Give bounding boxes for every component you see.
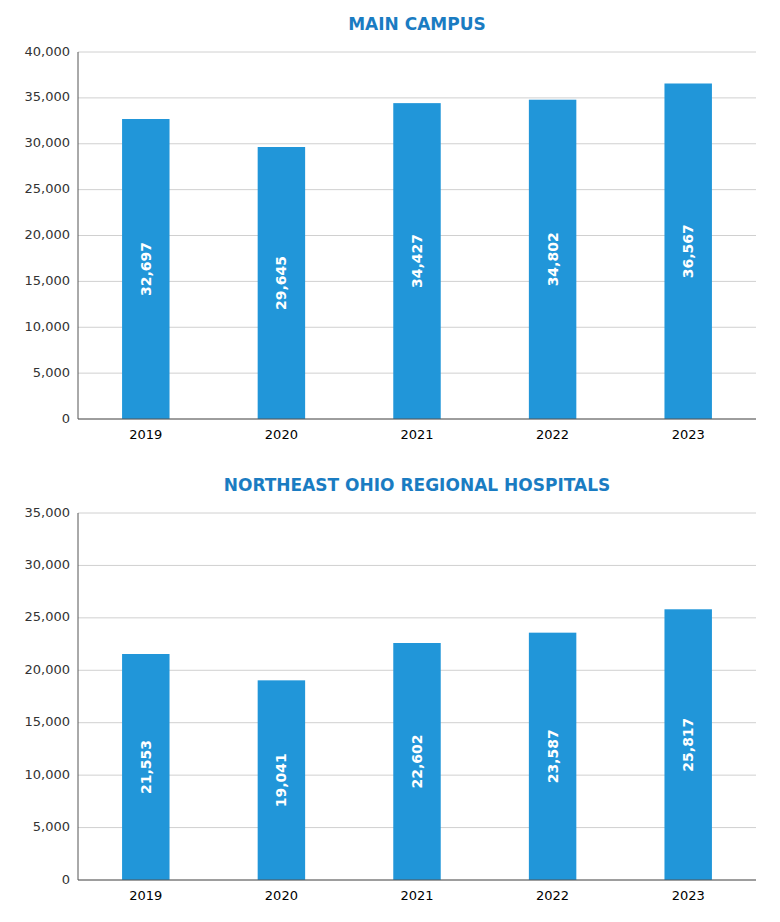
bar bbox=[258, 147, 305, 419]
x-tick-label: 2020 bbox=[265, 427, 298, 442]
bars bbox=[122, 609, 712, 880]
data-label: 21,553 bbox=[138, 740, 154, 794]
bar bbox=[393, 643, 440, 880]
x-axis-line bbox=[78, 880, 756, 881]
x-axis-line bbox=[78, 419, 756, 420]
data-label: 32,697 bbox=[138, 242, 154, 296]
y-tick-label: 25,000 bbox=[25, 609, 71, 624]
x-tick-label: 2023 bbox=[672, 888, 705, 903]
y-tick-label: 0 bbox=[62, 411, 70, 426]
y-tick-label: 5,000 bbox=[33, 365, 70, 380]
grid-line bbox=[78, 513, 756, 514]
grid-line bbox=[78, 97, 756, 98]
x-tick-label: 2021 bbox=[400, 427, 433, 442]
grid-line bbox=[78, 617, 756, 618]
data-label: 34,802 bbox=[545, 232, 561, 286]
y-tick-label: 15,000 bbox=[25, 714, 71, 729]
figure: MAIN CAMPUS 0 5,000 10,000 15,000 20,000 25,00… bbox=[0, 0, 780, 922]
grid-line bbox=[78, 52, 756, 53]
y-tick-label: 35,000 bbox=[25, 89, 71, 104]
y-tick-label: 15,000 bbox=[25, 273, 71, 288]
data-label: 23,587 bbox=[545, 729, 561, 783]
y-axis-line bbox=[78, 513, 79, 880]
bar bbox=[664, 83, 711, 419]
bar bbox=[393, 103, 440, 419]
y-tick-label: 30,000 bbox=[25, 135, 71, 150]
grid-line bbox=[78, 419, 756, 420]
x-tick-label: 2022 bbox=[536, 427, 569, 442]
grid-line bbox=[78, 880, 756, 881]
bar bbox=[664, 609, 711, 880]
bars bbox=[122, 83, 712, 419]
data-label: 19,041 bbox=[273, 753, 289, 807]
x-tick-label: 2021 bbox=[400, 888, 433, 903]
bar bbox=[122, 654, 169, 880]
y-tick-label: 40,000 bbox=[25, 44, 71, 59]
chart-title: MAIN CAMPUS bbox=[348, 14, 486, 34]
data-labels: 21,553 19,041 22,602 23,587 25,817 bbox=[138, 718, 696, 808]
x-tick-label: 2023 bbox=[672, 427, 705, 442]
y-tick-label: 25,000 bbox=[25, 181, 71, 196]
y-tick-label: 10,000 bbox=[25, 767, 71, 782]
data-label: 34,427 bbox=[409, 234, 425, 288]
data-label: 36,567 bbox=[680, 224, 696, 278]
y-tick-label: 20,000 bbox=[25, 227, 71, 242]
y-tick-label: 10,000 bbox=[25, 319, 71, 334]
data-label: 29,645 bbox=[273, 256, 289, 310]
bar bbox=[122, 119, 169, 419]
chart-panel: NORTHEAST OHIO REGIONAL HOSPITALS 0 5,000 1… bbox=[25, 475, 757, 903]
bar bbox=[529, 100, 576, 419]
x-tick-label: 2019 bbox=[129, 427, 162, 442]
y-tick-label: 30,000 bbox=[25, 557, 71, 572]
y-axis-line bbox=[78, 52, 79, 419]
y-tick-label: 35,000 bbox=[25, 505, 71, 520]
x-tick-label: 2020 bbox=[265, 888, 298, 903]
y-tick-label: 5,000 bbox=[33, 819, 70, 834]
data-labels: 32,697 29,645 34,427 34,802 36,567 bbox=[138, 224, 696, 310]
bar bbox=[529, 633, 576, 880]
data-label: 22,602 bbox=[409, 734, 425, 788]
x-tick-label: 2019 bbox=[129, 888, 162, 903]
y-tick-label: 20,000 bbox=[25, 662, 71, 677]
x-tick-label: 2022 bbox=[536, 888, 569, 903]
grid-line bbox=[78, 565, 756, 566]
data-label: 25,817 bbox=[680, 718, 696, 772]
y-tick-label: 0 bbox=[62, 872, 70, 887]
bar bbox=[258, 680, 305, 880]
chart-title: NORTHEAST OHIO REGIONAL HOSPITALS bbox=[224, 475, 611, 495]
chart-panel: MAIN CAMPUS 0 5,000 10,000 15,000 20,000 25,00… bbox=[25, 14, 757, 442]
